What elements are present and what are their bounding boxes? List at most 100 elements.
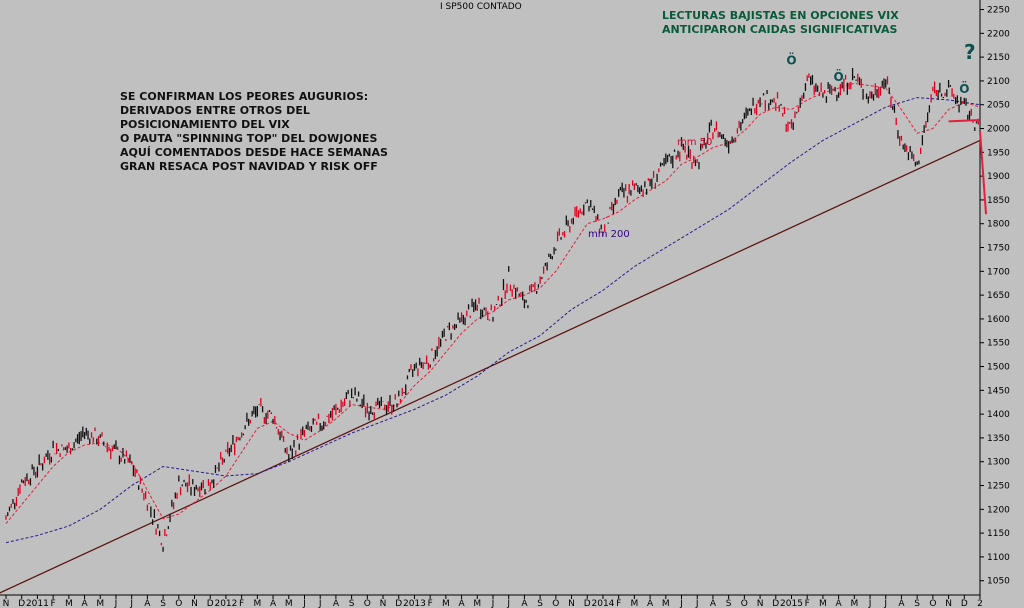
x-tick-label: A xyxy=(81,599,88,608)
vix-annotation-line: LECTURAS BAJISTAS EN OPCIONES VIX xyxy=(662,9,899,22)
x-tick-label: S xyxy=(160,599,166,608)
y-tick-label: 1450 xyxy=(987,386,1010,396)
x-tick-label: J xyxy=(114,599,118,608)
x-tick-label: A xyxy=(836,599,843,608)
y-tick-label: 1100 xyxy=(987,553,1010,563)
x-tick-label: 2013 xyxy=(403,599,426,608)
y-tick-label: 1400 xyxy=(987,410,1010,420)
x-tick-label: O xyxy=(175,599,182,608)
x-tick-label: J xyxy=(129,599,133,608)
x-tick-label: J xyxy=(883,599,887,608)
x-tick-label: M xyxy=(631,599,639,608)
x-tick-label: O xyxy=(364,599,371,608)
x-tick-label: M xyxy=(850,599,858,608)
x-tick-label: N xyxy=(568,599,575,608)
x-tick-label: N xyxy=(757,599,764,608)
x-tick-label: J xyxy=(491,599,495,608)
chart-title: I SP500 CONTADO xyxy=(440,2,522,12)
x-tick-label: D xyxy=(395,599,402,608)
question-mark: ? xyxy=(964,40,976,64)
x-tick-label: S xyxy=(537,599,543,608)
comment-line: AQUÍ COMENTADOS DESDE HACE SEMANAS xyxy=(120,146,388,159)
x-tick-label: N xyxy=(191,599,198,608)
y-tick-label: 1950 xyxy=(987,148,1010,158)
y-tick-label: 2000 xyxy=(987,125,1010,135)
x-tick-label: M xyxy=(442,599,450,608)
x-tick-label: F xyxy=(428,599,433,608)
x-tick-label: A xyxy=(521,599,528,608)
x-tick-label: A xyxy=(333,599,340,608)
x-tick-label: M xyxy=(285,599,293,608)
x-tick-label: A xyxy=(710,599,717,608)
y-tick-label: 1200 xyxy=(987,505,1010,515)
mm200-label: mm 200 xyxy=(588,229,630,240)
x-tick-label: S xyxy=(914,599,920,608)
x-tick-label: M xyxy=(662,599,670,608)
x-tick-label: M xyxy=(819,599,827,608)
comment-line: GRAN RESACA POST NAVIDAD Y RISK OFF xyxy=(120,160,378,173)
x-tick-label: N xyxy=(3,599,10,608)
x-tick-label: F xyxy=(239,599,244,608)
x-tick-label: M xyxy=(473,599,481,608)
x-tick-label: F xyxy=(616,599,621,608)
y-tick-label: 1500 xyxy=(987,363,1010,373)
y-axis-panel xyxy=(980,0,1024,608)
x-tick-label: S xyxy=(349,599,355,608)
x-tick-label: M xyxy=(253,599,261,608)
x-tick-label: 2011 xyxy=(26,599,49,608)
comment-line: O PAUTA "SPINNING TOP" DEL DOWJONES xyxy=(120,132,378,145)
y-tick-label: 1800 xyxy=(987,220,1010,230)
comment-line: POSICIONAMIENTO DEL VIX xyxy=(120,118,290,131)
x-tick-label: J xyxy=(868,599,872,608)
vix-annotation: LECTURAS BAJISTAS EN OPCIONES VIX ANTICI… xyxy=(662,9,899,37)
x-tick-label: 2 xyxy=(977,599,983,608)
mm50-line xyxy=(5,82,981,524)
x-tick-label: J xyxy=(679,599,683,608)
x-tick-label: O xyxy=(929,599,936,608)
y-tick-label: 1750 xyxy=(987,244,1010,254)
mm200-line xyxy=(5,97,981,544)
drop-projection-line xyxy=(979,130,987,215)
y-tick-label: 1250 xyxy=(987,482,1010,492)
x-tick-label: 2012 xyxy=(214,599,237,608)
x-tick-label: D xyxy=(961,599,968,608)
y-tick-label: 1150 xyxy=(987,529,1010,539)
vix-annotation-line: ANTICIPARON CAIDAS SIGNIFICATIVAS xyxy=(662,23,898,36)
y-tick-label: 1900 xyxy=(987,172,1010,182)
support-marker xyxy=(948,118,981,123)
x-tick-label: J xyxy=(302,599,306,608)
x-tick-label: O xyxy=(552,599,559,608)
x-tick-label: D xyxy=(772,599,779,608)
comment-line: DERIVADOS ENTRE OTROS DEL xyxy=(120,104,310,117)
x-tick-label: J xyxy=(318,599,322,608)
comment-line: SE CONFIRMAN LOS PEORES AUGURIOS: xyxy=(120,90,369,103)
y-tick-label: 1050 xyxy=(987,577,1010,587)
x-tick-label: N xyxy=(945,599,952,608)
y-tick-label: 1700 xyxy=(987,267,1010,277)
x-tick-label: D xyxy=(207,599,214,608)
x-tick-label: 2015 xyxy=(780,599,803,608)
x-tick-label: A xyxy=(270,599,277,608)
vix-signal-marker: Ö xyxy=(834,69,844,84)
y-tick-label: 1550 xyxy=(987,339,1010,349)
x-tick-label: A xyxy=(647,599,654,608)
x-tick-label: 2014 xyxy=(592,599,615,608)
x-tick-label: M xyxy=(65,599,73,608)
y-tick-label: 1600 xyxy=(987,315,1010,325)
x-tick-label: A xyxy=(898,599,905,608)
x-tick-label: N xyxy=(380,599,387,608)
x-tick-label: F xyxy=(51,599,56,608)
x-tick-label: S xyxy=(726,599,732,608)
mm50-label: mm 50 xyxy=(677,137,713,148)
x-tick-label: J xyxy=(506,599,510,608)
y-tick-label: 1850 xyxy=(987,196,1010,206)
y-tick-label: 2050 xyxy=(987,101,1010,111)
comment-annotation: SE CONFIRMAN LOS PEORES AUGURIOS: DERIVA… xyxy=(120,90,388,174)
y-tick-label: 2250 xyxy=(987,6,1010,16)
x-tick-label: D xyxy=(18,599,25,608)
x-tick-label: M xyxy=(96,599,104,608)
x-tick-label: F xyxy=(805,599,810,608)
x-tick-label: A xyxy=(458,599,465,608)
vix-signal-marker: Ö xyxy=(786,52,796,67)
